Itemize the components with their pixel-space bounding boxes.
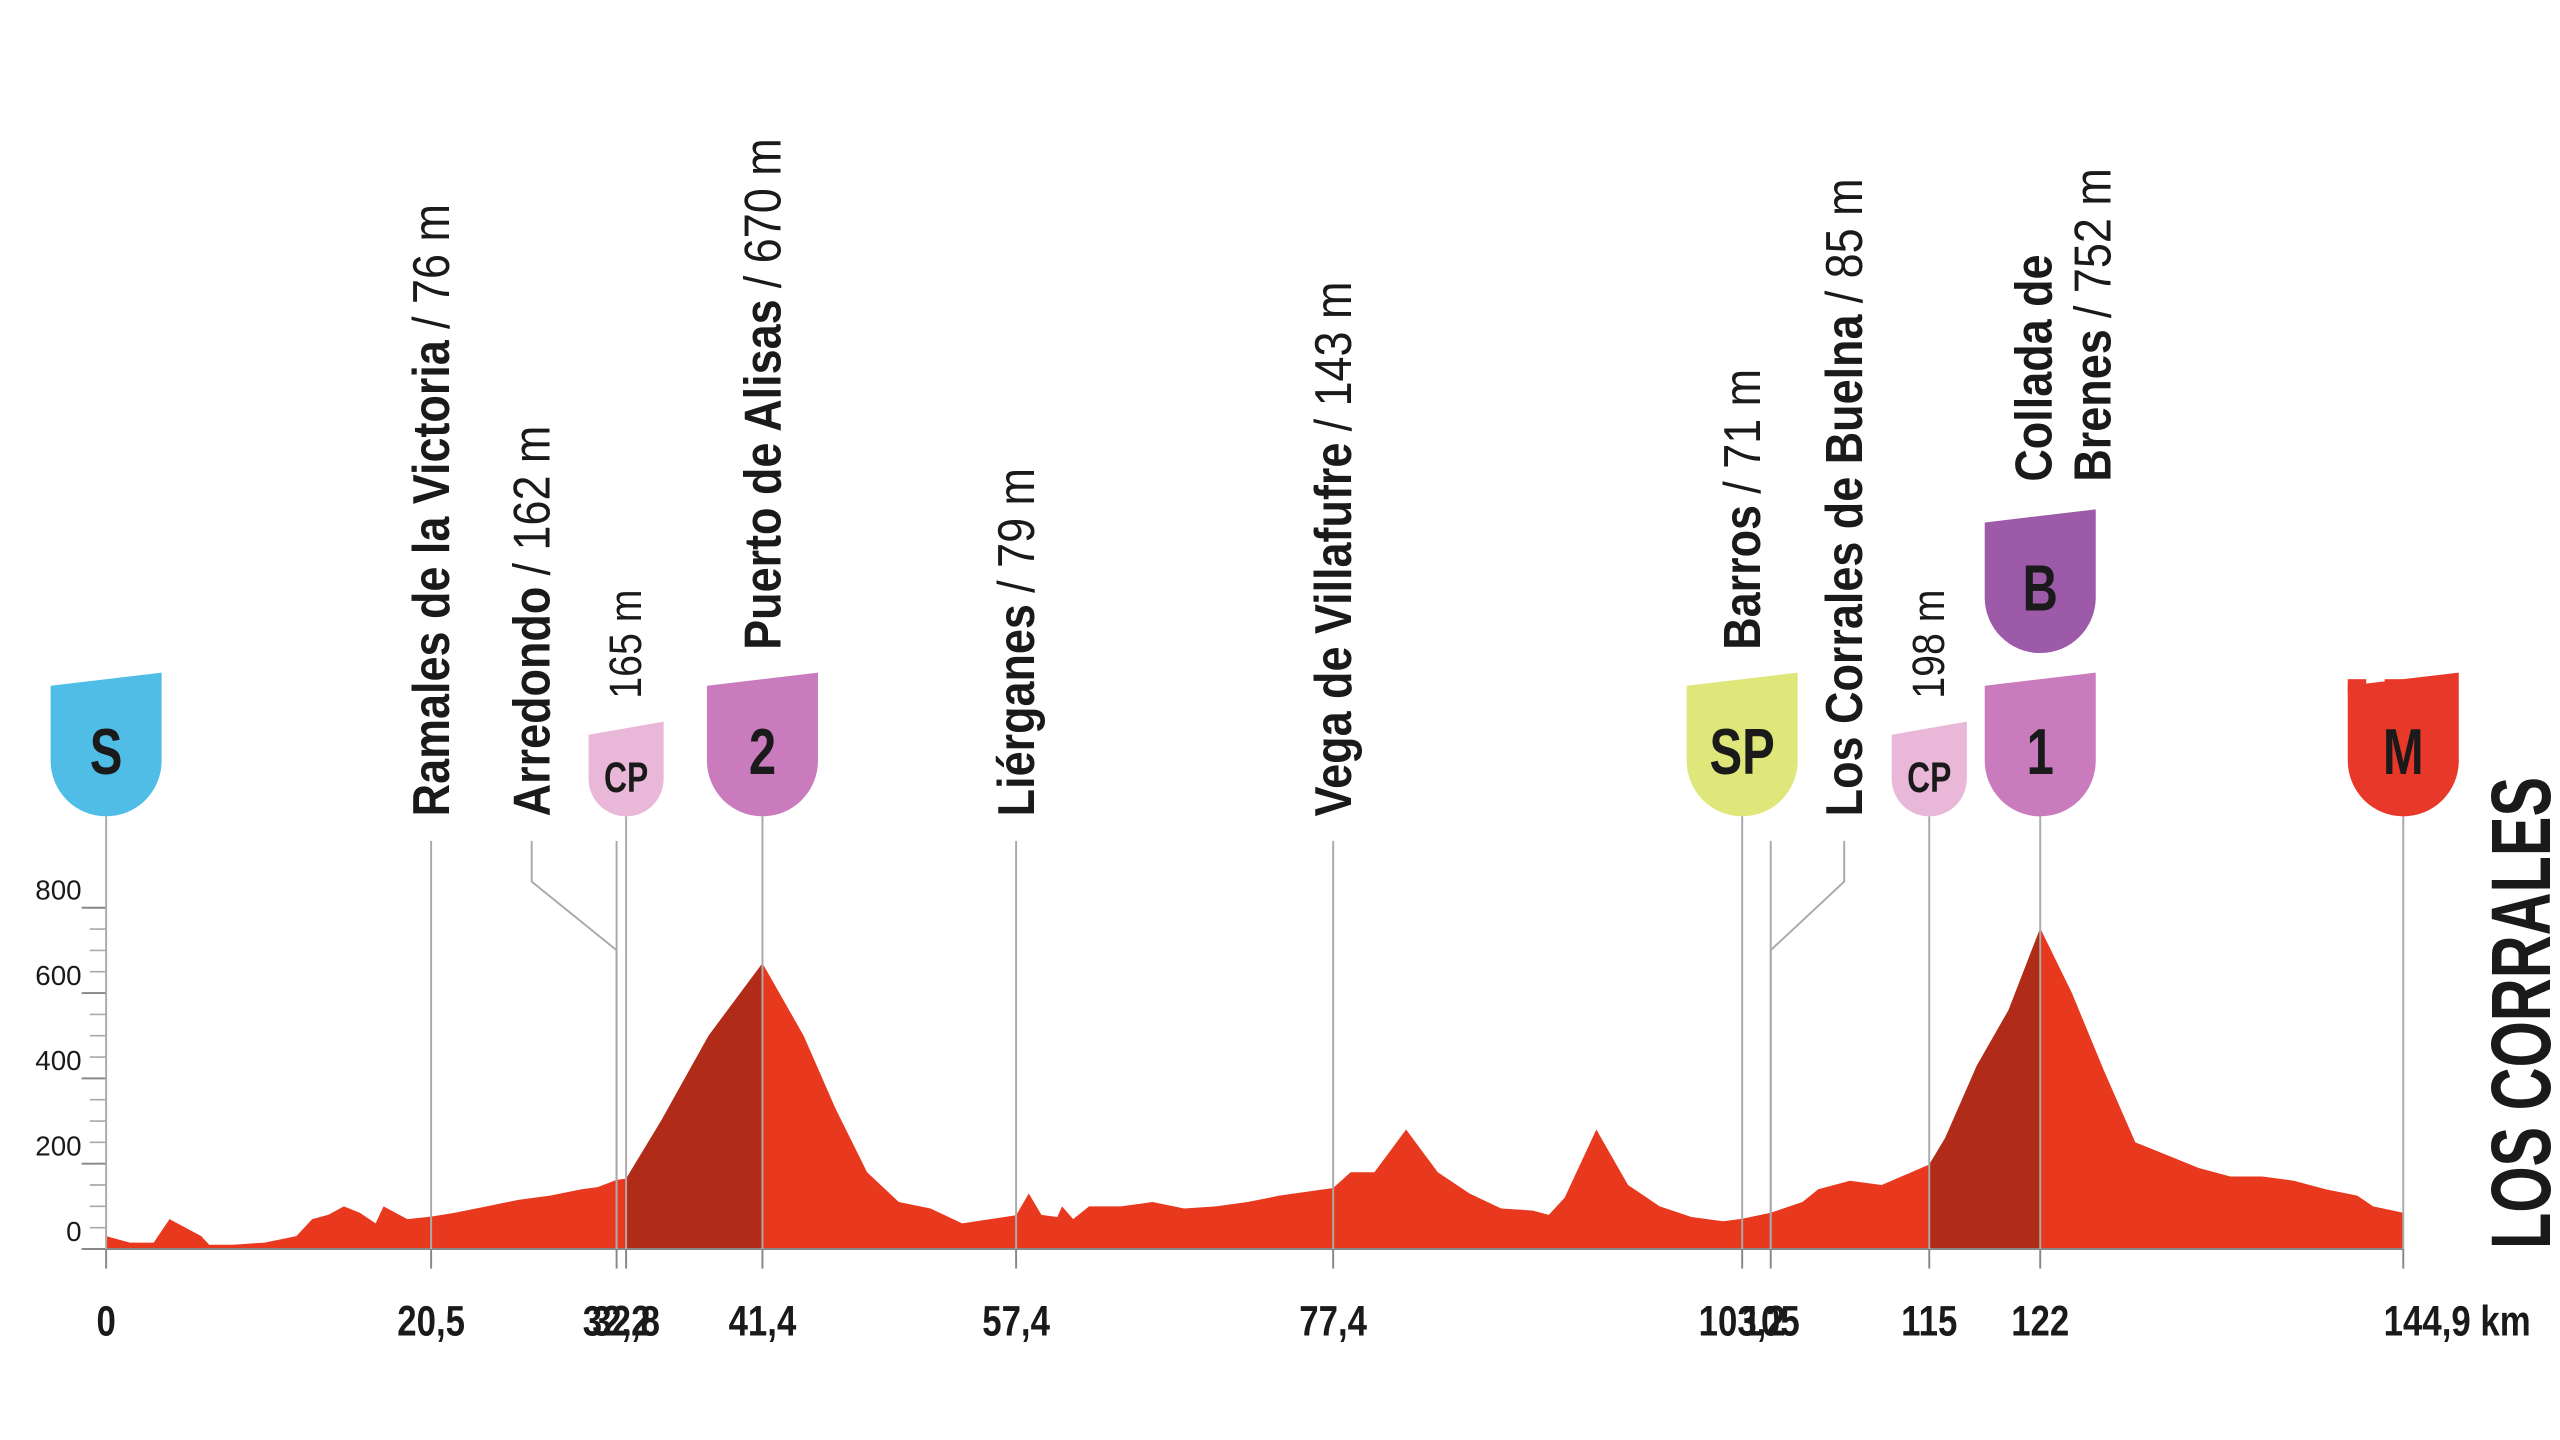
- waypoint-name: Vega de Villafufre: [1305, 443, 1363, 817]
- waypoint-name: Collada de: [2006, 254, 2064, 481]
- waypoint-altitude: / 71 m: [1714, 369, 1772, 494]
- waypoint-altitude: / 670 m: [734, 138, 792, 288]
- checker: [2421, 679, 2440, 694]
- waypoint-altitude: 198 m: [1903, 590, 1954, 699]
- badge-label: M: [2383, 716, 2424, 788]
- waypoint-label: Los Corrales de Buelna / 85 m: [1816, 178, 1874, 816]
- x-tick-label: 57,4: [982, 1298, 1050, 1345]
- waypoint-altitude: / 85 m: [1816, 178, 1874, 303]
- waypoint-name: Los Corrales de Buelna: [1816, 314, 1874, 817]
- waypoint-label: Vega de Villafufre / 143 m: [1305, 282, 1363, 817]
- badge-label: CP: [1907, 753, 1951, 801]
- x-tick-label: 32,2: [583, 1298, 651, 1345]
- badge: [50, 672, 162, 817]
- x-tick-label: 115: [1901, 1298, 1957, 1345]
- leader: [1769, 840, 1846, 1249]
- checker: [2366, 693, 2385, 709]
- checker: [2440, 693, 2459, 709]
- waypoint-altitude: / 143 m: [1305, 282, 1363, 432]
- x-tick-label: 144,9 km: [2384, 1298, 2531, 1345]
- waypoint-label: Ramales de la Victoria / 76 m: [403, 204, 461, 816]
- checker: [2347, 679, 2367, 694]
- waypoint-name: Ramales de la Victoria: [403, 339, 461, 816]
- waypoint-name: Brenes / 752 m: [2064, 168, 2122, 481]
- y-tick-label: 400: [35, 1045, 81, 1076]
- waypoint-name: Barros: [1714, 505, 1772, 650]
- y-tick-label: 0: [66, 1216, 81, 1247]
- x-tick-label: 105: [1742, 1298, 1800, 1345]
- badge-label: SP: [1710, 716, 1775, 788]
- waypoint-label: Barros / 71 m: [1714, 369, 1772, 650]
- waypoint-label: Liérganes / 79 m: [988, 468, 1046, 816]
- x-tick-label: 77,4: [1299, 1298, 1367, 1345]
- waypoint-name: Brenes: [2064, 329, 2122, 481]
- finish-name: LOS CORRALES: [2474, 777, 2560, 1249]
- checker: [2384, 679, 2404, 694]
- waypoint-name: Arredondo: [504, 587, 562, 817]
- checker: [2403, 693, 2422, 709]
- y-tick-label: 600: [35, 960, 81, 991]
- x-tick-label: 20,5: [397, 1298, 465, 1345]
- badge-label: S: [90, 716, 123, 788]
- badge: [1984, 509, 2096, 654]
- y-tick-label: 800: [35, 875, 81, 906]
- badge-label: CP: [604, 753, 648, 801]
- x-tick-label: 122: [2011, 1298, 2069, 1345]
- waypoint-altitude: 165 m: [600, 590, 651, 699]
- badge: [1984, 672, 2096, 817]
- badge: [588, 721, 664, 817]
- x-tick-label: 0: [96, 1298, 115, 1345]
- badge: [1686, 672, 1798, 817]
- badge-label: 1: [2027, 716, 2054, 788]
- badge: [706, 672, 818, 817]
- x-tick-label: 103,2: [1699, 1298, 1786, 1345]
- leader: [530, 840, 618, 1249]
- y-tick-label: 200: [35, 1131, 81, 1162]
- waypoint-altitude: / 79 m: [988, 468, 1046, 593]
- badge: [1891, 721, 1967, 817]
- waypoint-name: Liérganes: [988, 604, 1046, 816]
- x-tick-label: 32,8: [592, 1298, 660, 1345]
- x-tick-label: 41,4: [729, 1298, 797, 1345]
- badge-label: B: [2023, 553, 2058, 625]
- waypoint-altitude: / 76 m: [403, 204, 461, 329]
- waypoint-altitude: / 752 m: [2064, 168, 2122, 318]
- waypoint-name: Puerto de Alisas: [734, 299, 792, 649]
- waypoint-label: Arredondo / 162 m: [504, 426, 562, 817]
- waypoint-label: Puerto de Alisas / 670 m: [734, 138, 792, 649]
- elevation-area: [106, 928, 2404, 1249]
- waypoint-altitude: / 162 m: [504, 426, 562, 576]
- badge-label: 2: [749, 716, 776, 788]
